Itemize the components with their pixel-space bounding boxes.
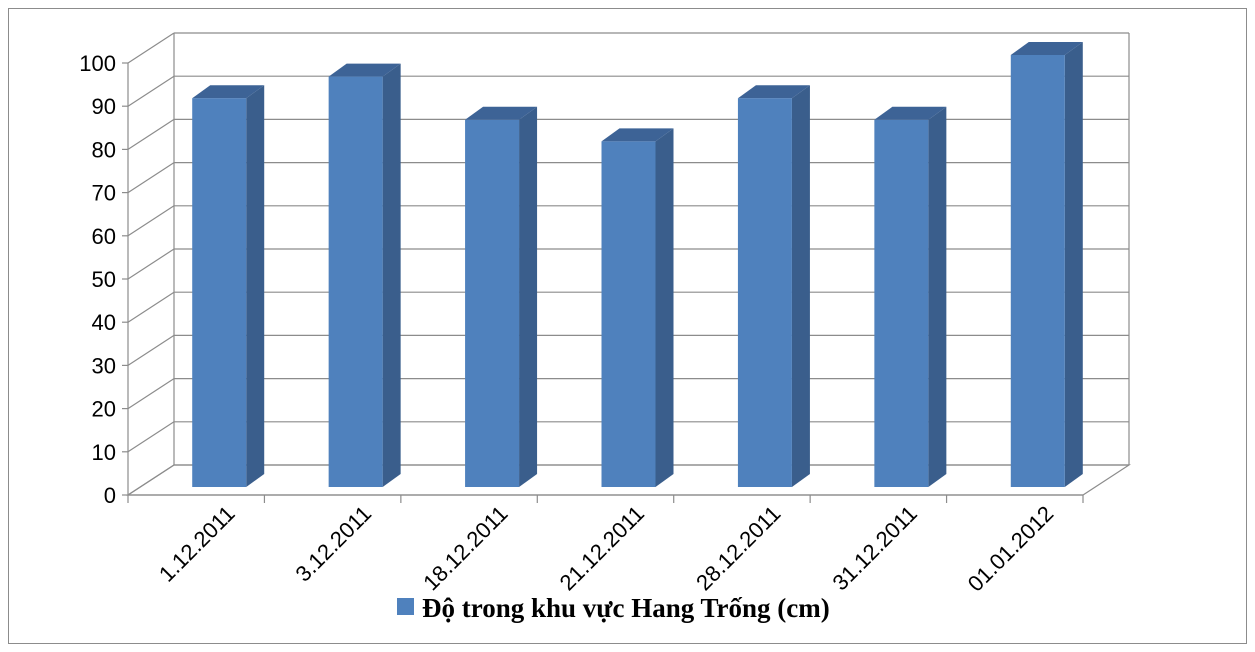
bar-top (465, 106, 538, 120)
bar-side (928, 106, 947, 488)
y-tick-label: 20 (92, 397, 116, 422)
bar-top (192, 85, 265, 99)
bar-side (519, 106, 538, 488)
y-tick-label: 70 (92, 181, 116, 206)
gridline-side (127, 291, 175, 323)
x-category-label: 31.12.2011 (828, 501, 922, 595)
gridline-side (127, 248, 175, 280)
x-category-label: 3.12.2011 (290, 501, 376, 587)
bar (1010, 55, 1065, 487)
bar (737, 98, 792, 487)
bar (192, 98, 247, 487)
bar (465, 119, 520, 488)
x-category-label: 28.12.2011 (691, 501, 785, 595)
x-category-label: 1.12.2011 (154, 501, 240, 587)
bar (874, 119, 929, 488)
y-tick-label: 50 (92, 267, 116, 292)
bar-side (1064, 42, 1083, 487)
x-category-label: 21.12.2011 (555, 501, 649, 595)
gridline-side (127, 334, 175, 366)
bar-side (655, 128, 674, 487)
bar-group (737, 85, 810, 487)
y-tick-label: 100 (79, 51, 116, 76)
legend-swatch (397, 598, 414, 615)
gridline-side (127, 75, 175, 107)
y-tick-label: 90 (92, 94, 116, 119)
bar-top (601, 128, 674, 142)
bar-top (874, 106, 947, 120)
bar (328, 76, 383, 487)
bar-side (791, 85, 810, 487)
bar-top (1010, 42, 1083, 55)
bar (601, 141, 656, 487)
gridline-side (127, 118, 175, 150)
bar-side (246, 85, 265, 487)
y-tick-label: 0 (104, 483, 116, 508)
legend-label: Độ trong khu vực Hang Trống (cm) (422, 593, 830, 623)
gridline-side (127, 162, 175, 194)
bar-group (874, 106, 947, 488)
y-tick-label: 10 (92, 440, 116, 465)
legend: Độ trong khu vực Hang Trống (cm) (397, 593, 830, 623)
gridline-side (127, 205, 175, 237)
x-category-label: 01.01.2012 (963, 501, 1059, 597)
bar-group (1010, 42, 1083, 487)
y-tick-label: 60 (92, 224, 116, 249)
bar-top (737, 85, 810, 99)
x-category-label: 18.12.2011 (418, 501, 512, 595)
y-tick-label: 30 (92, 353, 116, 378)
gridline-side (127, 421, 175, 453)
bars-layer (192, 42, 1083, 488)
gridline-side (127, 32, 175, 64)
bar-top (328, 63, 401, 77)
bar-group (465, 106, 538, 488)
y-tick-label: 80 (92, 137, 116, 162)
y-tick-label: 40 (92, 310, 116, 335)
bar-side (382, 63, 401, 487)
bar-group (328, 63, 401, 487)
gridline-side (127, 378, 175, 410)
bar-group (192, 85, 265, 487)
bar-group (601, 128, 674, 487)
